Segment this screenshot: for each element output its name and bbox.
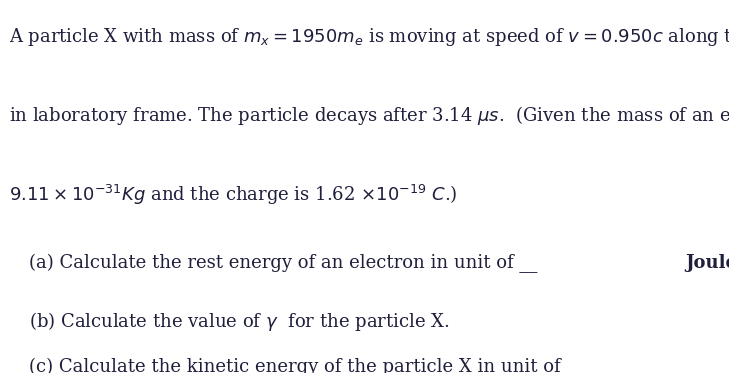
Text: in laboratory frame. The particle decays after 3.14 $\mu s$.  (Given the mass of: in laboratory frame. The particle decays… [9,104,729,128]
Text: (a) Calculate the rest energy of an electron in unit of __: (a) Calculate the rest energy of an elec… [29,254,537,273]
Text: A particle X with mass of $m_x = 1950m_e$ is moving at speed of $v = 0.950c$ alo: A particle X with mass of $m_x = 1950m_e… [9,26,729,48]
Text: Joules: Joules [685,254,729,272]
Text: (b) Calculate the value of $\gamma$  for the particle X.: (b) Calculate the value of $\gamma$ for … [29,310,450,333]
Text: $9.11 \times 10^{-31}$$Kg$ and the charge is 1.62 $\times 10^{-19}$ $C$.): $9.11 \times 10^{-31}$$Kg$ and the charg… [9,183,458,207]
Text: (c) Calculate the kinetic energy of the particle X in unit of __: (c) Calculate the kinetic energy of the … [29,358,585,373]
